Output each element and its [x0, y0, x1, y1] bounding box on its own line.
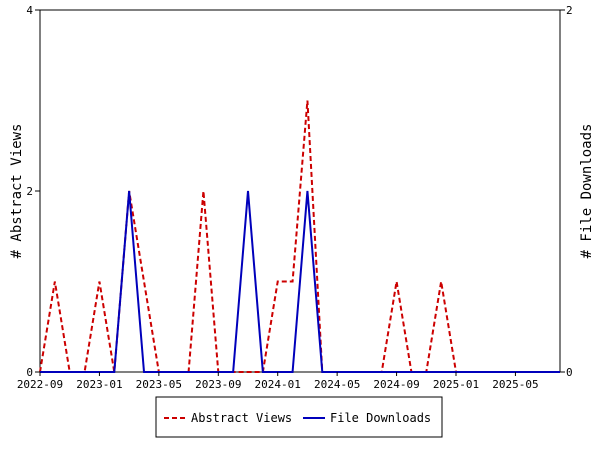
- x-tick-label: 2023-05: [136, 378, 182, 391]
- x-tick-label: 2024-09: [373, 378, 419, 391]
- legend-label-file-downloads: File Downloads: [330, 411, 431, 425]
- y-right-tick-label: 2: [566, 4, 573, 17]
- legend-box: [155, 396, 443, 438]
- series-line-file-downloads: [40, 190, 560, 373]
- x-tick-label: 2024-01: [255, 378, 301, 391]
- y-left-tick-label: 2: [26, 185, 33, 198]
- y-left-tick-label: 0: [26, 366, 33, 379]
- y-right-tick-label: 0: [566, 366, 573, 379]
- x-tick-label: 2022-09: [17, 378, 63, 391]
- y-axis-right-title: # File Downloads: [579, 124, 595, 259]
- legend-label-abstract-views: Abstract Views: [191, 411, 292, 425]
- x-tick-label: 2023-01: [76, 378, 122, 391]
- x-tick-label: 2024-05: [314, 378, 360, 391]
- y-axis-left-title: # Abstract Views: [9, 124, 25, 259]
- x-tick-label: 2023-09: [195, 378, 241, 391]
- x-tick-label: 2025-01: [433, 378, 479, 391]
- y-left-tick-label: 4: [26, 4, 33, 17]
- x-tick-label: 2025-05: [492, 378, 538, 391]
